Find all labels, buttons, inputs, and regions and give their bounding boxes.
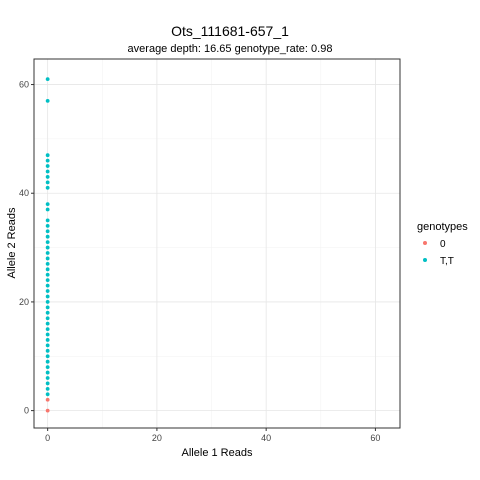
- y-tick-label: 0: [24, 406, 29, 416]
- data-point: [45, 338, 50, 342]
- data-point: [45, 261, 50, 266]
- axis-ticks: 0 20 40 60 0 20 40 60: [19, 80, 380, 443]
- data-point: [45, 321, 50, 326]
- data-point: [45, 256, 50, 261]
- y-axis-title: Allele 2 Reads: [6, 207, 18, 278]
- data-point: [45, 397, 50, 402]
- data-point: [45, 77, 50, 82]
- data-point: [45, 234, 50, 239]
- data-point: [45, 305, 50, 310]
- chart-subtitle: average depth: 16.65 genotype_rate: 0.98: [128, 43, 333, 55]
- x-tick-label: 20: [152, 433, 162, 443]
- x-tick-label: 40: [261, 433, 271, 443]
- legend-label: 0: [440, 239, 446, 250]
- legend: genotypes 0 T,T: [417, 221, 468, 267]
- x-axis-title: Allele 1 Reads: [182, 447, 253, 459]
- data-point: [45, 278, 50, 283]
- data-point: [45, 365, 50, 370]
- data-point: [45, 223, 50, 228]
- plot-panel: [33, 58, 401, 429]
- data-point: [45, 207, 50, 212]
- grid: [34, 59, 400, 428]
- data-point: [45, 316, 50, 321]
- data-point: [45, 158, 50, 163]
- data-point: [45, 327, 50, 331]
- data-point: [45, 229, 50, 234]
- legend-key: [423, 241, 427, 245]
- data-point: [45, 164, 50, 168]
- data-point: [45, 175, 50, 179]
- data-point: [45, 283, 50, 288]
- data-point: [45, 272, 50, 277]
- data-point: [45, 359, 50, 364]
- data-point: [45, 218, 50, 223]
- data-point: [45, 348, 50, 353]
- data-point: [45, 245, 50, 250]
- data-point: [45, 310, 50, 315]
- data-point: [45, 240, 50, 245]
- data-point: [45, 169, 50, 174]
- data-point: [45, 289, 50, 293]
- data-point: [45, 153, 50, 158]
- chart-title: Ots_111681-657_1: [171, 23, 289, 39]
- data-point: [45, 300, 50, 304]
- y-tick-label: 40: [19, 188, 29, 198]
- data-point: [45, 332, 50, 337]
- data-point: [45, 185, 50, 190]
- data-point: [45, 267, 50, 272]
- data-point: [45, 386, 50, 391]
- y-tick-label: 60: [19, 80, 29, 90]
- x-tick-label: 0: [45, 433, 50, 443]
- data-point: [45, 392, 50, 397]
- data-point: [45, 180, 50, 185]
- data-point: [45, 381, 50, 386]
- data-point: [45, 370, 50, 375]
- legend-key: [423, 258, 427, 262]
- data-point: [45, 251, 50, 255]
- data-point: [45, 202, 50, 207]
- data-point: [45, 343, 50, 348]
- data-point: [45, 376, 50, 380]
- legend-label: T,T: [440, 256, 454, 267]
- y-tick-label: 20: [19, 297, 29, 307]
- data-point: [45, 294, 50, 299]
- legend-title: genotypes: [417, 221, 468, 233]
- data-point: [45, 408, 50, 413]
- data-point: [45, 354, 50, 359]
- data-points: [45, 77, 50, 413]
- data-point: [45, 98, 50, 103]
- x-tick-label: 60: [370, 433, 380, 443]
